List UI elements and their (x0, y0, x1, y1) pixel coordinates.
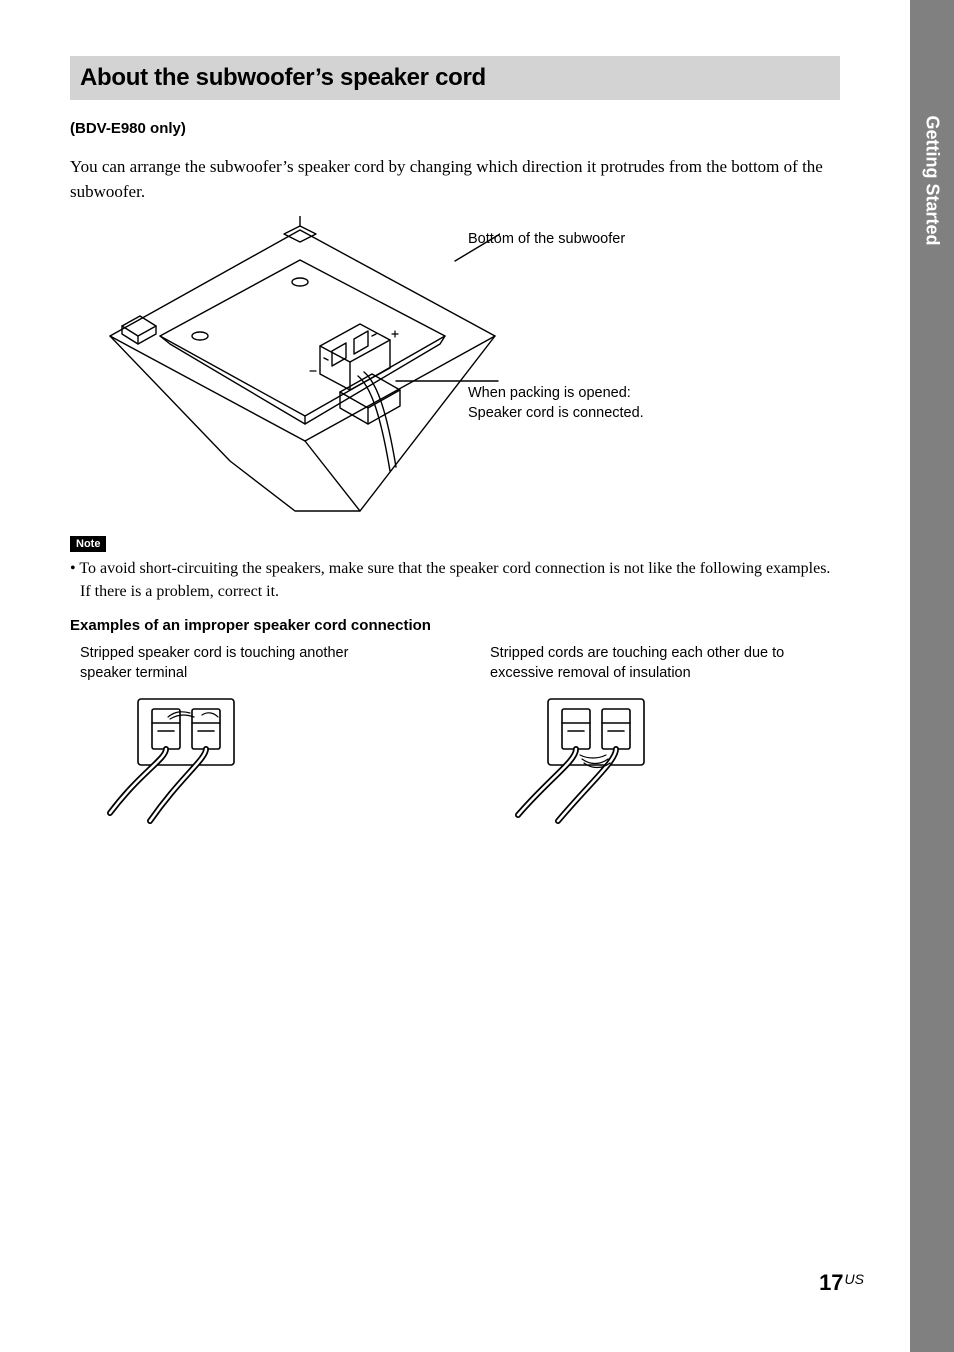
improper-connection-diagram-2 (490, 693, 660, 833)
callout-bottom-label: Bottom of the subwoofer (468, 230, 625, 250)
manual-page: Getting Started About the subwoofer’s sp… (0, 0, 954, 1352)
page-number-value: 17 (819, 1270, 843, 1295)
example-left-label: Stripped speaker cord is touching anothe… (80, 644, 380, 683)
note-bullet-text: • To avoid short-circuiting the speakers… (70, 558, 840, 603)
example-right: Stripped cords are touching each other d… (490, 644, 790, 838)
callout-packing: When packing is opened: Speaker cord is … (468, 384, 644, 423)
example-left: Stripped speaker cord is touching anothe… (80, 644, 380, 838)
improper-connection-diagram-1 (80, 693, 250, 833)
sub-heading: (BDV-E980 only) (70, 120, 840, 137)
page-number-suffix: US (845, 1271, 864, 1287)
subwoofer-illustration (100, 216, 500, 516)
side-tab: Getting Started (910, 0, 954, 1352)
examples-heading: Examples of an improper speaker cord con… (70, 617, 840, 634)
page-content: About the subwoofer’s speaker cord (BDV-… (0, 0, 910, 838)
side-tab-label: Getting Started (922, 115, 943, 245)
example-right-label: Stripped cords are touching each other d… (490, 644, 790, 683)
callout-packing-line1: When packing is opened: (468, 385, 631, 401)
note-badge: Note (70, 536, 106, 552)
examples-row: Stripped speaker cord is touching anothe… (70, 644, 840, 838)
section-heading: About the subwoofer’s speaker cord (70, 56, 840, 100)
page-number: 17US (819, 1270, 864, 1296)
subwoofer-diagram: Bottom of the subwoofer When packing is … (70, 216, 840, 516)
callout-packing-line2: Speaker cord is connected. (468, 405, 644, 421)
intro-paragraph: You can arrange the subwoofer’s speaker … (70, 155, 840, 204)
